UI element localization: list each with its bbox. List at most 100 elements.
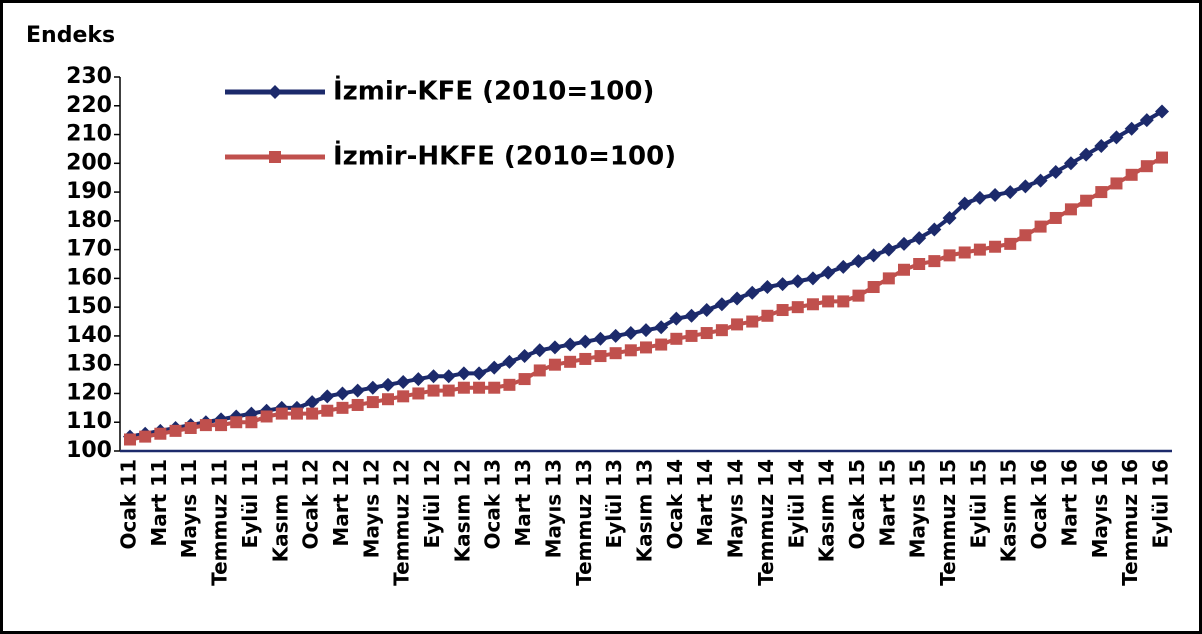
x-tick-label: Eylül 12 [420,459,444,548]
marker [700,327,713,340]
marker [699,303,714,318]
marker [958,246,971,259]
marker [821,265,836,280]
marker [1003,185,1018,200]
y-tick-label: 230 [66,64,112,89]
marker [457,381,470,394]
y-tick-label: 160 [66,265,112,290]
y-tick-label: 140 [66,323,112,348]
marker [290,407,303,420]
x-tick-label: Mart 14 [693,459,717,547]
y-tick-label: 100 [66,438,112,463]
marker [746,315,759,328]
x-tick-label: Kasım 15 [997,459,1021,562]
marker [488,381,501,394]
marker [381,377,395,392]
marker [867,281,880,294]
x-tick-label: Eylül 13 [602,459,626,548]
x-tick-label: Mart 16 [1057,459,1081,547]
marker [472,366,487,381]
marker [578,334,593,349]
x-tick-label: Mart 15 [875,459,899,547]
marker [579,352,592,365]
marker [532,343,547,358]
x-tick-label: Eylül 14 [784,459,808,548]
marker [745,285,760,300]
x-tick-label: Mayıs 13 [541,459,565,558]
x-tick-label: Ocak 13 [481,459,505,549]
y-tick-label: 200 [66,150,112,175]
marker [776,304,789,317]
marker [306,407,319,420]
marker [1109,130,1124,145]
marker [836,259,851,274]
marker [866,248,881,263]
x-tick-label: Kasım 12 [450,459,474,562]
x-tick-label: Eylül 11 [238,459,262,548]
marker [805,271,820,286]
marker [502,354,517,369]
marker [685,329,698,342]
x-tick-label: Kasım 14 [815,459,839,562]
marker [1080,194,1093,207]
x-tick-label: Temmuz 13 [572,459,596,586]
legend-marker [268,85,282,99]
marker [473,381,486,394]
x-tick-label: Ocak 11 [117,459,141,549]
marker [640,341,652,354]
marker [927,222,942,237]
marker [761,309,774,322]
marker [154,427,167,440]
marker [881,242,896,257]
x-tick-label: Eylül 15 [966,459,990,548]
marker [957,196,972,211]
x-tick-label: Eylül 16 [1149,459,1173,548]
marker [670,332,683,345]
x-tick-label: Ocak 12 [299,459,323,549]
x-tick-label: Mayıs 14 [724,459,748,558]
marker [790,274,805,289]
marker [184,421,197,434]
marker [169,424,182,437]
y-tick-label: 150 [66,294,112,319]
marker [837,295,850,308]
x-tick-label: Temmuz 12 [390,459,414,586]
marker [382,393,394,406]
marker [731,318,744,331]
marker [928,255,941,268]
marker [487,360,502,375]
marker [350,383,365,398]
marker [1140,160,1153,173]
marker [791,301,804,314]
marker [669,311,684,326]
marker [336,401,349,414]
y-axis-label: Endeks [26,23,115,48]
marker [623,326,638,341]
marker [1018,179,1033,194]
marker [882,272,895,285]
marker [730,291,745,306]
marker [396,374,411,389]
x-tick-label: Mart 12 [329,459,353,547]
x-tick-label: Mayıs 11 [177,459,201,558]
marker [822,295,835,308]
x-tick-label: Kasım 11 [268,459,292,562]
marker [1063,156,1078,171]
marker [760,280,775,295]
x-tick-label: Mayıs 16 [1088,459,1112,558]
marker [654,320,669,335]
y-tick-label: 120 [66,380,112,405]
marker [943,249,956,262]
marker [260,410,273,423]
marker [564,355,577,368]
marker [624,344,637,357]
marker [199,419,212,432]
marker [594,350,607,363]
marker [366,396,379,409]
marker [441,369,456,384]
marker [563,337,578,352]
marker [351,398,364,411]
y-tick-label: 180 [66,208,112,233]
